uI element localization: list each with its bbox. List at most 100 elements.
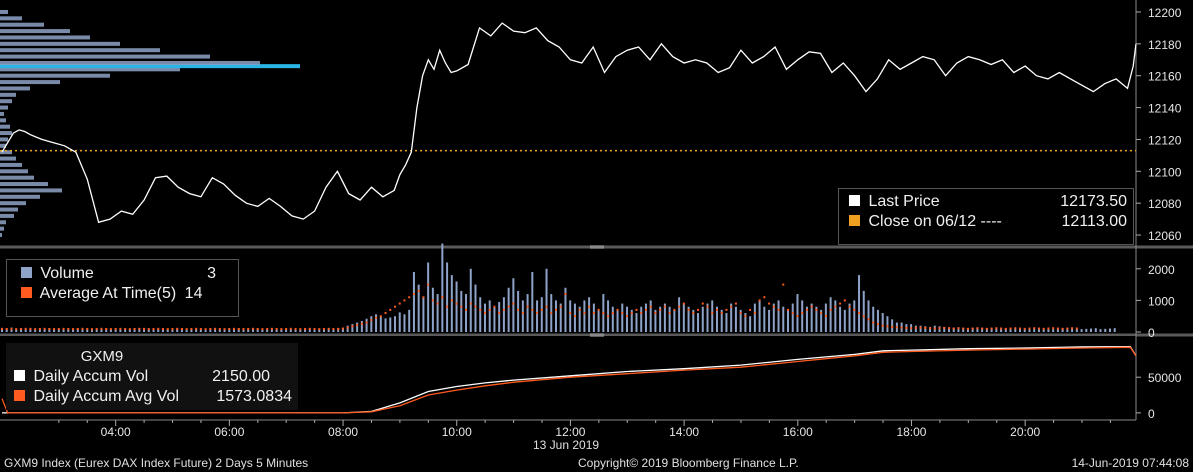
profile-bar bbox=[0, 9, 8, 14]
volume-bar bbox=[72, 328, 75, 332]
volume-bar bbox=[109, 328, 112, 332]
volume-bar bbox=[379, 316, 382, 332]
volume-avg-point bbox=[1, 327, 3, 330]
volume-avg-point bbox=[559, 305, 562, 308]
profile-bar bbox=[0, 175, 34, 180]
x-tick-label: 12:00 bbox=[555, 425, 585, 439]
volume-bar bbox=[701, 306, 704, 332]
avg-value: 14 bbox=[184, 285, 203, 302]
volume-bar bbox=[1071, 328, 1074, 332]
volume-bar bbox=[583, 300, 586, 332]
volume-bar bbox=[218, 328, 221, 332]
last-price-value: 12173.50 bbox=[1060, 193, 1127, 210]
volume-bar bbox=[280, 328, 283, 332]
checkbox-icon[interactable] bbox=[21, 286, 32, 298]
volume-bar bbox=[654, 309, 657, 332]
volume-avg-point bbox=[573, 315, 576, 318]
volume-avg-point bbox=[313, 327, 316, 330]
volume-bar bbox=[1009, 327, 1012, 332]
checkbox-icon[interactable] bbox=[21, 266, 32, 278]
volume-avg-point bbox=[280, 328, 283, 331]
checkbox-icon[interactable] bbox=[14, 369, 25, 381]
volume-bar bbox=[147, 328, 150, 332]
volume-bar bbox=[720, 309, 723, 332]
x-tick-label: 18:00 bbox=[896, 425, 926, 439]
price-legend-close[interactable]: Close on 06/12 ---- 12113.00 bbox=[839, 212, 1133, 232]
volume-avg-point bbox=[985, 327, 988, 330]
volume-avg-point bbox=[105, 327, 108, 330]
volume-bar bbox=[436, 294, 439, 332]
volume-bar bbox=[114, 328, 117, 332]
volume-bar bbox=[1028, 328, 1031, 332]
profile-bar bbox=[0, 80, 60, 85]
volume-bar bbox=[119, 329, 122, 332]
volume-avg-point bbox=[805, 308, 808, 311]
profile-bar bbox=[0, 92, 16, 97]
volume-avg-point bbox=[810, 305, 813, 308]
volume-bar bbox=[592, 303, 595, 332]
volume-avg-point bbox=[824, 315, 827, 318]
volume-bar bbox=[157, 329, 160, 332]
volume-bar bbox=[24, 328, 27, 332]
y-tick-label: 12160 bbox=[1148, 70, 1182, 84]
checkbox-icon[interactable] bbox=[14, 389, 25, 401]
volume-avg-point bbox=[57, 327, 60, 330]
volume-avg-point bbox=[668, 312, 671, 315]
x-tick-label: 06:00 bbox=[214, 425, 244, 439]
volume-avg-point bbox=[862, 315, 865, 318]
volume-avg-point bbox=[673, 308, 676, 311]
volume-bar bbox=[488, 300, 491, 332]
volume-avg-point bbox=[895, 326, 898, 329]
volume-avg-point bbox=[1037, 327, 1040, 330]
volume-avg-point bbox=[867, 318, 870, 321]
volume-avg-point bbox=[294, 327, 297, 330]
volume-bar bbox=[365, 318, 368, 332]
volume-avg-point bbox=[914, 326, 917, 329]
accum-legend-avg[interactable]: Daily Accum Avg Vol 1573.0834 bbox=[6, 387, 298, 407]
profile-bar bbox=[0, 162, 22, 167]
checkbox-icon[interactable] bbox=[849, 194, 860, 206]
volume-avg-point bbox=[114, 327, 117, 330]
profile-bar bbox=[0, 48, 160, 53]
volume-avg-point bbox=[749, 308, 752, 311]
volume-avg-point bbox=[436, 302, 439, 305]
volume-avg-point bbox=[583, 312, 586, 315]
volume-bar bbox=[1061, 328, 1064, 332]
profile-bar bbox=[0, 194, 40, 199]
volume-profile bbox=[0, 9, 300, 238]
volume-avg-point bbox=[753, 312, 756, 315]
volume-avg-point bbox=[81, 327, 84, 330]
volume-bar bbox=[341, 327, 344, 332]
volume-avg-point bbox=[858, 312, 861, 315]
profile-bar bbox=[0, 182, 48, 187]
volume-avg-point bbox=[285, 327, 288, 330]
volume-bar bbox=[663, 303, 666, 332]
profile-bar bbox=[0, 35, 90, 40]
volume-avg-point bbox=[19, 327, 22, 330]
accum-legend-vol[interactable]: Daily Accum Vol 2150.00 bbox=[6, 367, 298, 387]
volume-avg-point bbox=[881, 324, 884, 327]
volume-avg-point bbox=[266, 327, 269, 330]
x-tick-label: 20:00 bbox=[1010, 425, 1040, 439]
checkbox-icon[interactable] bbox=[849, 214, 860, 226]
volume-avg-point bbox=[100, 327, 103, 330]
volume-avg-point bbox=[843, 299, 846, 302]
volume-avg-point bbox=[128, 328, 131, 331]
volume-bar bbox=[90, 329, 93, 332]
volume-avg-point bbox=[1000, 327, 1003, 330]
volume-legend-vol[interactable]: Volume 3 bbox=[7, 264, 238, 284]
volume-bar bbox=[247, 328, 250, 332]
volume-avg-point bbox=[228, 327, 231, 330]
volume-bar bbox=[791, 303, 794, 332]
volume-bar bbox=[460, 290, 463, 332]
volume-bar bbox=[772, 303, 775, 332]
volume-bar bbox=[86, 328, 89, 332]
volume-avg-point bbox=[157, 327, 160, 330]
price-legend-last[interactable]: Last Price 12173.50 bbox=[839, 192, 1133, 212]
close-value: 12113.00 bbox=[1061, 213, 1127, 230]
y-tick-label: 12200 bbox=[1148, 6, 1182, 20]
volume-avg-point bbox=[394, 305, 397, 308]
y-tick-label: 12080 bbox=[1148, 197, 1182, 211]
volume-bar bbox=[867, 300, 870, 332]
volume-legend-avg[interactable]: Average At Time(5) 14 bbox=[7, 284, 238, 304]
